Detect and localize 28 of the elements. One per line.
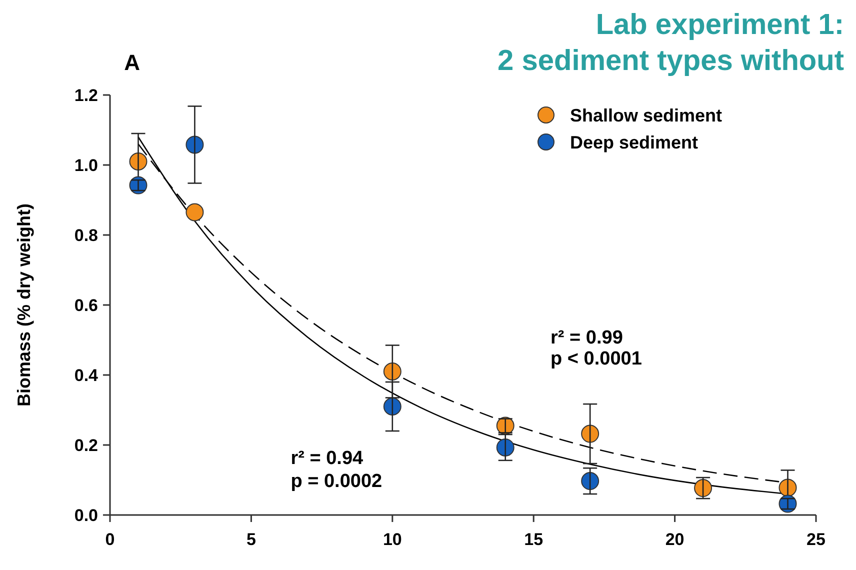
point [186,203,204,222]
legend-label: Shallow sediment [570,105,722,126]
annotation: r² = 0.99 [550,328,623,349]
y-tick-label: 1.2 [74,86,98,105]
y-tick-label: 0.2 [74,436,98,455]
x-tick-label: 20 [665,530,684,549]
annotation: r² = 0.94 [290,448,364,470]
y-tick-label: 0.4 [74,366,99,385]
x-tick-label: 25 [806,530,826,549]
point [581,424,600,443]
point [383,362,402,380]
annotation: p < 0.0001 [550,348,642,370]
y-tick-label: 0.6 [74,296,98,315]
y-axis-title: Biomass (% dry weight) [14,203,34,407]
chart-subtitle: 2 sediment types without [498,45,844,77]
x-tick-label: 5 [246,530,256,549]
chart-title: Lab experiment 1: [596,9,844,41]
y-tick-label: 1.0 [74,156,98,175]
x-tick-label: 10 [382,530,402,549]
annotation: p = 0.0002 [290,470,382,492]
x-tick-label: 0 [105,530,115,549]
x-tick-label: 15 [524,530,544,549]
y-tick-label: 0.8 [74,226,98,245]
point [383,398,402,416]
legend-label: Deep sediment [570,132,698,152]
point [581,472,600,490]
y-tick-label: 0.0 [74,506,98,525]
text: A [124,50,140,75]
